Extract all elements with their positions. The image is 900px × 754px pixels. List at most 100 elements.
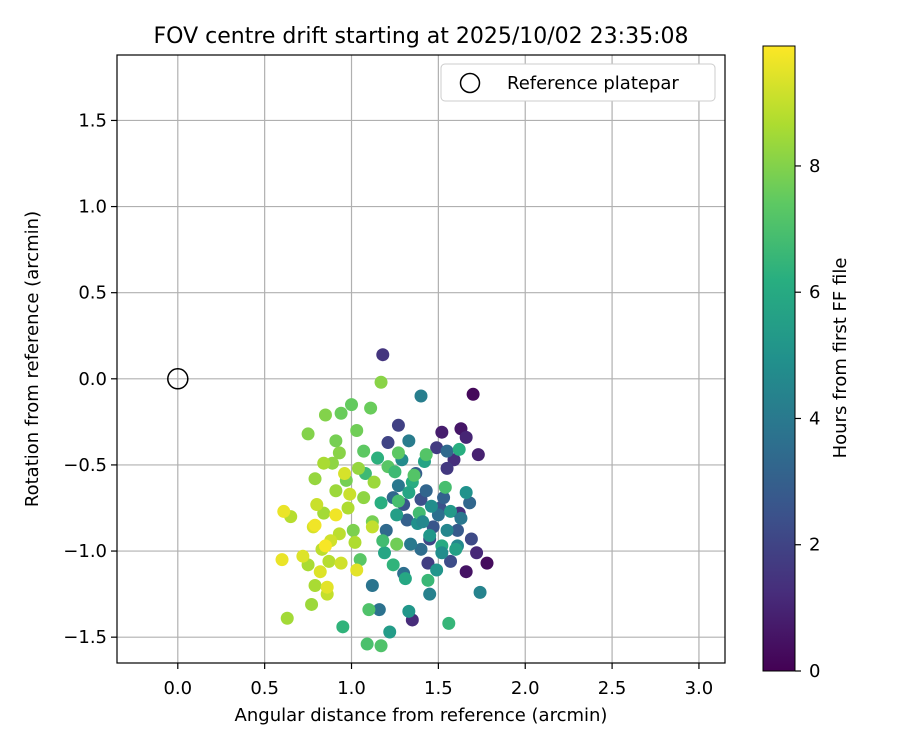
data-point	[423, 587, 437, 601]
data-point	[435, 425, 449, 439]
y-tick-label: −1.0	[63, 541, 107, 562]
data-point	[346, 523, 360, 537]
data-point	[421, 556, 435, 570]
data-point	[378, 546, 392, 560]
data-point	[381, 436, 395, 450]
data-point	[280, 611, 294, 625]
data-point	[402, 604, 416, 618]
data-point	[473, 585, 487, 599]
data-point	[437, 491, 451, 505]
data-point	[444, 504, 458, 518]
colorbar-tick-label: 8	[809, 156, 820, 177]
data-point	[338, 467, 352, 481]
data-point	[391, 446, 405, 460]
x-tick-label: 2.5	[598, 678, 627, 699]
data-point	[459, 485, 473, 499]
data-point	[322, 554, 336, 568]
y-tick-label: 0.0	[78, 369, 107, 390]
data-point	[360, 637, 374, 651]
data-point	[390, 508, 404, 522]
data-point	[334, 406, 348, 420]
x-tick-label: 1.0	[337, 678, 366, 699]
y-tick-label: −1.5	[63, 627, 107, 648]
data-point	[318, 539, 332, 553]
x-axis-label: Angular distance from reference (arcmin)	[235, 705, 608, 726]
legend: Reference platepar	[440, 63, 716, 102]
data-point	[470, 546, 484, 560]
data-point	[447, 453, 461, 467]
data-point	[383, 625, 397, 639]
colorbar-tick-label: 0	[809, 661, 820, 682]
data-point	[463, 496, 477, 510]
x-tick-label: 2.0	[511, 678, 540, 699]
data-point	[350, 563, 364, 577]
data-point	[329, 484, 343, 498]
legend-label-reference: Reference platepar	[507, 73, 679, 94]
x-tick-label: 3.0	[685, 678, 714, 699]
x-axis-ticks: 0.0 0.5 1.0 1.5 2.0 2.5 3.0	[163, 663, 713, 699]
data-point	[329, 508, 343, 522]
data-point	[402, 485, 416, 499]
data-point	[424, 499, 438, 513]
data-point	[367, 475, 381, 489]
data-point	[464, 532, 478, 546]
data-point	[308, 578, 322, 592]
y-tick-label: 0.5	[78, 283, 107, 304]
data-point	[390, 537, 404, 551]
data-point	[275, 553, 289, 567]
data-point	[416, 515, 430, 529]
data-point	[423, 529, 437, 543]
data-point	[317, 506, 331, 520]
data-point	[376, 348, 390, 362]
colorbar-tick-label: 6	[809, 282, 820, 303]
colorbar-label: Hours from first FF file	[830, 258, 851, 459]
data-point	[442, 616, 456, 630]
data-point	[480, 556, 494, 570]
y-tick-label: 1.5	[78, 110, 107, 131]
data-point	[414, 542, 428, 556]
data-point	[386, 558, 400, 572]
data-point	[398, 572, 412, 586]
data-point	[305, 597, 319, 611]
data-point	[440, 523, 454, 537]
data-point	[308, 518, 322, 532]
data-point	[365, 578, 379, 592]
data-point	[391, 494, 405, 508]
reference-marker-layer	[167, 368, 189, 390]
data-point	[301, 427, 315, 441]
data-point	[357, 491, 371, 505]
data-point	[372, 603, 386, 617]
data-point	[407, 468, 421, 482]
colorbar	[762, 45, 796, 672]
data-point	[454, 511, 468, 525]
data-point	[374, 496, 388, 510]
data-point	[450, 523, 464, 537]
data-point	[388, 465, 402, 479]
data-point	[391, 479, 405, 493]
data-point	[459, 565, 473, 579]
data-point	[371, 451, 385, 465]
data-point	[350, 423, 364, 437]
data-point	[332, 446, 346, 460]
y-tick-label: −0.5	[63, 455, 107, 476]
data-point	[438, 480, 452, 494]
data-point	[341, 501, 355, 515]
data-point	[343, 487, 357, 501]
data-point	[329, 434, 343, 448]
data-point	[277, 504, 291, 518]
reference-platepar-marker	[167, 368, 189, 390]
plot-frame	[116, 54, 726, 664]
legend-box	[440, 63, 716, 102]
data-point	[430, 563, 444, 577]
data-point	[452, 442, 466, 456]
data-point	[362, 603, 376, 617]
data-point	[414, 389, 428, 403]
data-point	[310, 498, 324, 512]
data-point	[345, 398, 359, 412]
data-point	[400, 513, 414, 527]
data-point	[440, 444, 454, 458]
data-point	[402, 434, 416, 448]
data-point	[419, 484, 433, 498]
colorbar-ticks: 0 2 4 6 8	[795, 156, 820, 682]
